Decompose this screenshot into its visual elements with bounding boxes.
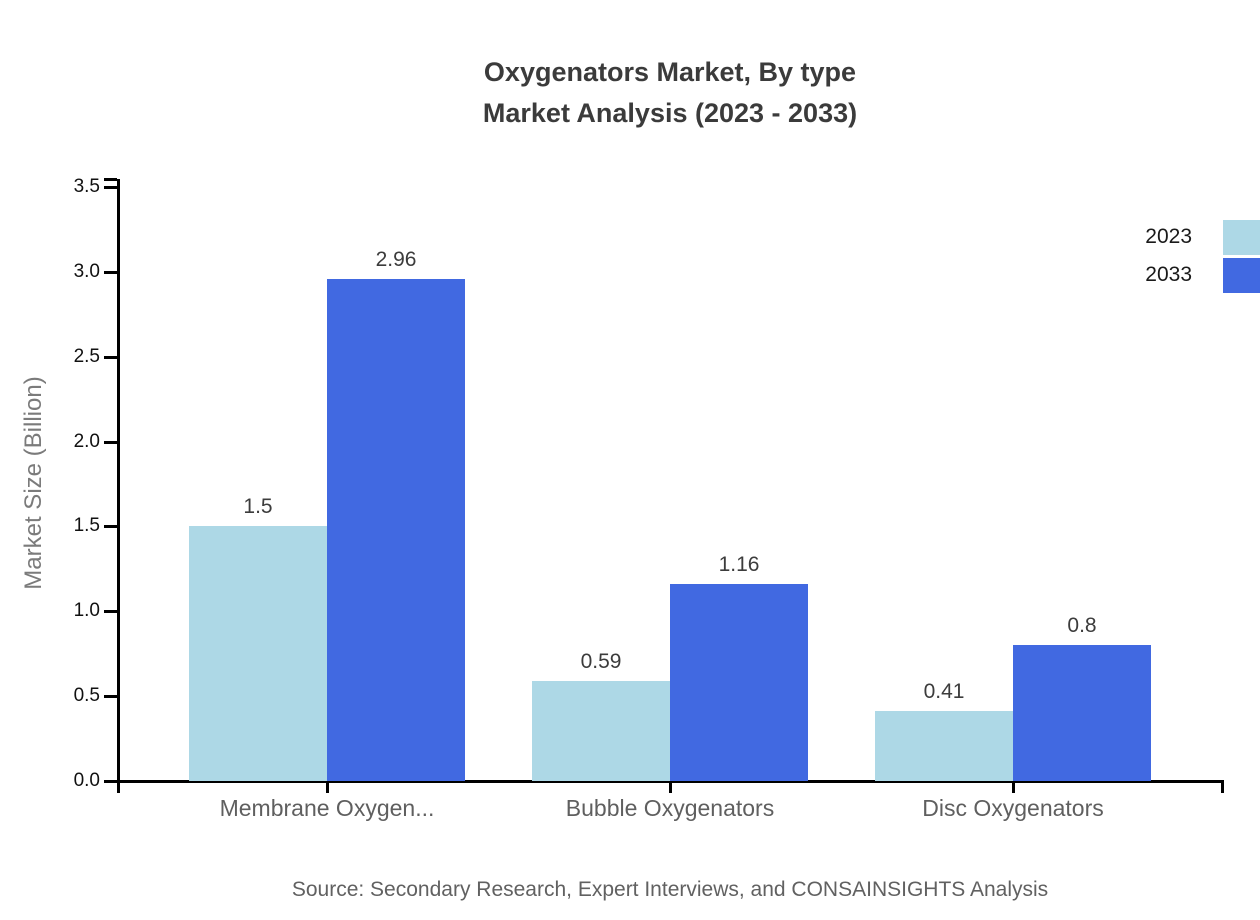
x-tick [1012,781,1015,793]
bar-2023-disc-oxygenators [875,711,1013,781]
x-axis-end-tick [1221,780,1224,793]
y-tick-label: 0.5 [73,685,100,707]
y-tick-label: 1.0 [73,600,100,622]
bar-2033-disc-oxygenators [1013,645,1151,781]
x-tick [326,781,329,793]
legend-label-2023: 2023 [1145,225,1192,248]
value-label-2033-membrane-oxygen: 2.96 [375,247,417,271]
y-axis-line [117,179,120,793]
y-tick-label: 0.0 [73,770,100,791]
y-tick [104,440,117,444]
y-axis-title: Market Size (Billion) [20,376,47,590]
y-tick [104,355,117,359]
value-label-2033-bubble-oxygenators: 1.16 [718,553,760,577]
bar-2023-bubble-oxygenators [532,680,670,781]
legend-item-2033: 2033 [1145,257,1260,293]
y-axis-end-tick [104,178,117,181]
chart-legend: 2023 2033 [1145,219,1260,293]
value-label-2033-disc-oxygenators: 0.8 [1067,614,1097,638]
y-tick [104,780,117,783]
legend-label-2033: 2033 [1145,263,1192,286]
y-tick-label: 2.0 [73,430,100,452]
bar-2023-membrane-oxygen [189,526,327,781]
legend-swatch-2033 [1223,257,1260,293]
category-label-membrane-oxygen: Membrane Oxygen... [219,795,435,821]
y-tick-label: 1.5 [73,515,100,537]
y-tick [104,186,117,189]
value-label-2023-disc-oxygenators: 0.41 [923,680,965,704]
chart-title-line2: Market Analysis (2023 - 2033) [482,98,858,128]
y-tick-label: 3.0 [73,260,100,282]
chart-title-line1: Oxygenators Market, By type [483,57,857,87]
bar-2033-bubble-oxygenators [670,584,808,781]
y-tick [104,695,117,699]
category-label-bubble-oxygenators: Bubble Oxygenators [565,795,775,821]
legend-swatch-2023 [1223,219,1260,255]
y-tick [104,525,117,529]
chart-title: Oxygenators Market, By type Market Analy… [80,52,1260,134]
source-note: Source: Secondary Research, Expert Inter… [291,878,1049,901]
y-tick [104,270,117,274]
x-tick [669,781,672,793]
value-label-2023-bubble-oxygenators: 0.59 [580,649,622,673]
y-tick-label: 3.5 [73,176,100,197]
category-label-disc-oxygenators: Disc Oxygenators [922,795,1104,821]
y-tick-label: 2.5 [73,345,100,367]
value-label-2023-membrane-oxygen: 1.5 [243,495,273,519]
legend-item-2023: 2023 [1145,219,1260,255]
y-tick [104,610,117,614]
bar-2033-membrane-oxygen [327,278,465,781]
